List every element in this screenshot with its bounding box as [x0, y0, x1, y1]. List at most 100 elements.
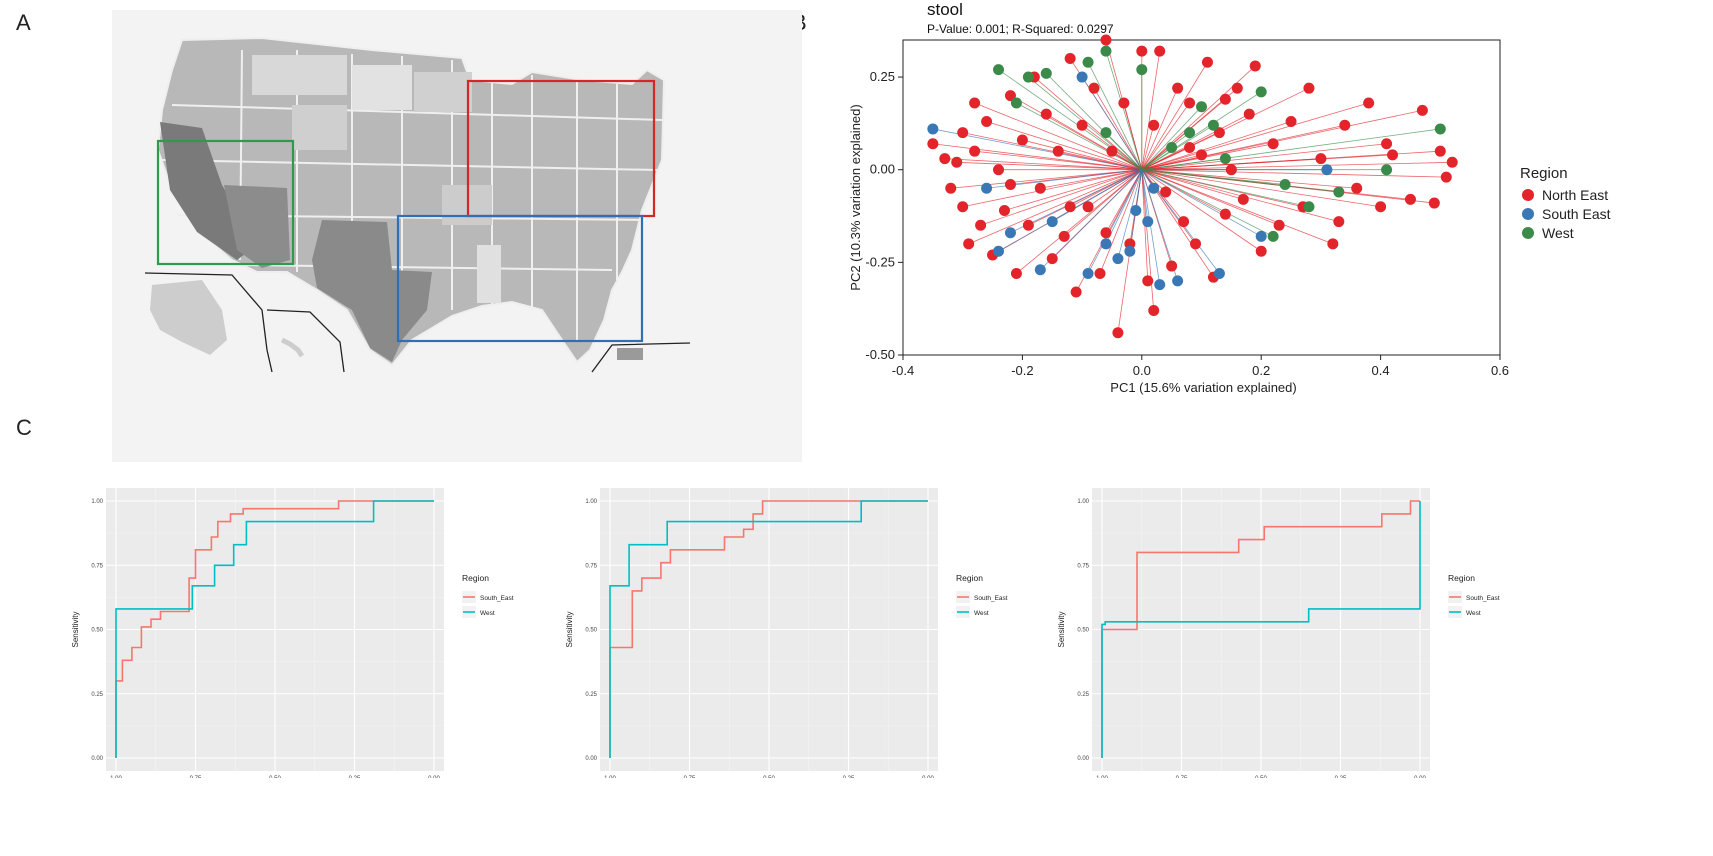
pca-point [1363, 97, 1375, 109]
roc-chart-3: 1.00 0.75 0.50 0.25 0.00 0.00 0.25 0.50 0.75 1.00… [1057, 488, 1500, 778]
pca-point [1100, 34, 1112, 46]
pca-point [1172, 275, 1184, 287]
pca-point [1052, 145, 1064, 157]
pca-spoke-line [1141, 125, 1155, 170]
roc-y-tick-label: 0.00 [1077, 756, 1089, 762]
roc-y-tick-label: 0.75 [91, 563, 103, 569]
pca-spoke-line [1105, 51, 1143, 170]
pca-point [1219, 153, 1231, 165]
pca-x-tick-label: -0.2 [1011, 363, 1033, 378]
panel-label-a: A [16, 10, 31, 35]
roc-x-tick-label: 1.00 [604, 776, 616, 778]
pca-point [1124, 245, 1136, 257]
pca-point [1184, 97, 1196, 109]
roc-y-axis-label: Sensitivity [565, 611, 574, 647]
roc-legend-label: West [480, 610, 495, 617]
roc-y-tick-label: 0.50 [585, 628, 597, 634]
pca-y-axis-label: PC2 (10.3% variation explained) [848, 104, 863, 290]
pca-point [1440, 171, 1452, 183]
pca-point [1339, 119, 1351, 131]
roc-x-tick-label: 0.50 [763, 776, 775, 778]
pca-x-tick-label: 0.4 [1372, 363, 1390, 378]
pca-point [1070, 286, 1082, 298]
pca-spoke-line [1016, 169, 1143, 274]
pca-point [1446, 156, 1458, 168]
pca-point [1190, 238, 1202, 250]
pca-legend-marker [1522, 189, 1534, 201]
pca-point [1010, 267, 1022, 279]
pca-spoke-line [1141, 147, 1190, 171]
state-light-6 [477, 245, 501, 303]
pca-point [1076, 119, 1088, 131]
roc-y-tick-label: 1.00 [91, 499, 103, 505]
pca-point [1034, 182, 1046, 194]
pca-point [1148, 182, 1160, 194]
pca-point [1434, 123, 1446, 135]
pca-title: stool [927, 0, 963, 19]
roc-curve-west [609, 500, 928, 758]
pca-subtitle: P-Value: 0.001; R-Squared: 0.0297 [927, 22, 1114, 36]
pca-point [993, 245, 1005, 257]
pca-spoke-line [1141, 169, 1357, 189]
pca-point [1040, 108, 1052, 120]
pca-spoke-line [1141, 132, 1190, 171]
pca-spoke-line [1141, 169, 1274, 237]
pca-point [998, 204, 1010, 216]
pca-spoke-line [1141, 169, 1155, 311]
pca-point [1172, 82, 1184, 94]
pca-spoke-line [962, 169, 1142, 208]
pca-spoke-line [986, 121, 1142, 171]
roc-chart-2: 1.00 0.75 0.50 0.25 0.00 0.00 0.25 0.50 0.75 1.00… [565, 488, 1008, 778]
pca-chart: -0.4 -0.2 0.0 0.2 0.4 0.6 0.25 0.00 -0.25 -0.50 PC… [848, 34, 1611, 395]
roc-y-tick-label: 1.00 [1077, 499, 1089, 505]
pca-point [1201, 56, 1213, 68]
roc-y-tick-label: 0.25 [585, 692, 597, 698]
roc-x-tick-label: 0.75 [684, 776, 696, 778]
pca-point [1213, 127, 1225, 139]
pca-spoke-line [1046, 113, 1143, 171]
pca-spoke-line [1141, 169, 1244, 200]
pca-point [1142, 216, 1154, 228]
pca-point [1016, 134, 1028, 146]
pca-point [1184, 127, 1196, 139]
west-region-box [156, 139, 295, 266]
pca-point [993, 64, 1005, 76]
pca-spoke-line [968, 169, 1142, 245]
pca-point [957, 201, 969, 213]
roc-y-tick-label: 0.50 [1077, 628, 1089, 634]
pca-point [1273, 219, 1285, 231]
pca-point [1100, 238, 1112, 250]
pca-point [1094, 267, 1106, 279]
pca-x-axis-label: PC1 (15.6% variation explained) [1110, 380, 1296, 395]
roc-curve-south_east [1101, 500, 1420, 758]
pca-spoke-line [1141, 98, 1226, 171]
pca-point [993, 164, 1005, 176]
pca-point [1100, 127, 1112, 139]
roc-curve-south_east [115, 500, 434, 758]
pca-point [1243, 108, 1255, 120]
pca-point [1237, 193, 1249, 205]
pca-point [1022, 71, 1034, 83]
pca-point [1315, 153, 1327, 165]
pca-point [1082, 201, 1094, 213]
pca-legend-title: Region [1520, 165, 1568, 182]
pca-point [1321, 164, 1333, 176]
pca-point [1136, 64, 1148, 76]
pca-spoke-line [980, 169, 1142, 226]
pca-point [1082, 267, 1094, 279]
pca-legend-label: West [1542, 225, 1574, 241]
pca-spoke-line [1117, 169, 1143, 259]
pca-legend-marker [1522, 227, 1534, 239]
pca-spoke-line [1099, 169, 1143, 274]
pca-point [939, 153, 951, 165]
pca-spoke-line [1141, 169, 1339, 193]
pca-point [1118, 97, 1130, 109]
roc-y-tick-label: 0.50 [91, 628, 103, 634]
pca-point [1106, 145, 1118, 157]
panel-label-c: C [16, 415, 32, 440]
pca-spoke-line [1141, 169, 1381, 208]
pca-spoke-line [1141, 102, 1190, 170]
pca-spoke-line [998, 69, 1143, 171]
roc-legend-title: Region [462, 573, 489, 583]
pca-point [951, 156, 963, 168]
